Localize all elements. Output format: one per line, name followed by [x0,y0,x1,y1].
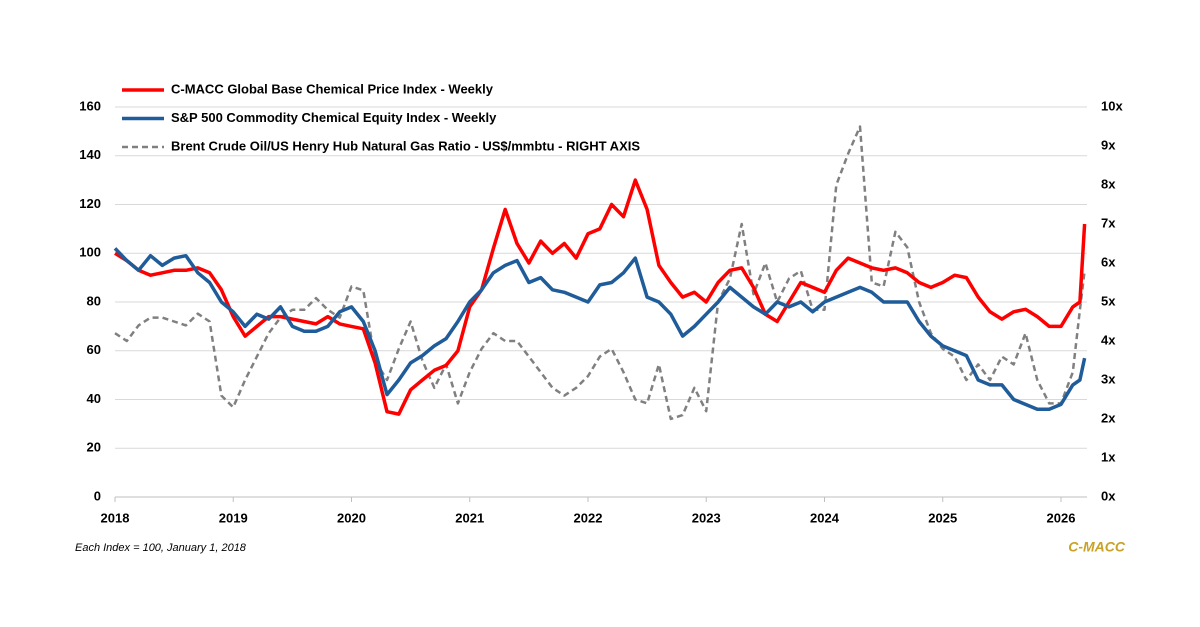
x-tick-label: 2026 [1047,510,1076,525]
legend-label: C-MACC Global Base Chemical Price Index … [171,81,494,96]
y-tick-label: 80 [87,293,101,308]
y2-tick-label: 1x [1101,449,1116,464]
y-tick-label: 120 [79,196,101,211]
y2-tick-label: 10x [1101,98,1123,113]
series-line [114,125,1086,421]
source: C-MACC [1068,539,1126,555]
y2-tick-label: 2x [1101,410,1116,425]
x-tick-label: 2024 [810,510,840,525]
y-tick-label: 20 [87,440,101,455]
x-tick-label: 2022 [574,510,603,525]
x-tick-label: 2021 [455,510,484,525]
x-tick-label: 2020 [337,510,366,525]
series-line [113,247,1087,412]
y-tick-label: 40 [87,391,101,406]
y2-tick-label: 5x [1101,293,1116,308]
y-tick-label: 160 [79,98,101,113]
y-tick-label: 60 [87,342,101,357]
y2-tick-label: 7x [1101,215,1116,230]
x-tick-label: 2023 [692,510,721,525]
y-tick-label: 100 [79,245,101,260]
y2-tick-label: 3x [1101,371,1116,386]
note: Each Index = 100, January 1, 2018 [75,542,247,554]
y2-tick-label: 6x [1101,254,1116,269]
x-tick-label: 2019 [219,510,248,525]
x-tick-label: 2018 [101,510,130,525]
y2-tick-label: 8x [1101,176,1116,191]
legend-label: Brent Crude Oil/US Henry Hub Natural Gas… [171,138,640,153]
series-line [114,178,1087,416]
y-tick-label: 0 [94,488,101,503]
y-tick-label: 140 [79,147,101,162]
y2-tick-label: 0x [1101,488,1116,503]
x-tick-label: 2025 [928,510,957,525]
y2-tick-label: 4x [1101,332,1116,347]
legend-label: S&P 500 Commodity Chemical Equity Index … [171,110,497,125]
y2-tick-label: 9x [1101,137,1116,152]
